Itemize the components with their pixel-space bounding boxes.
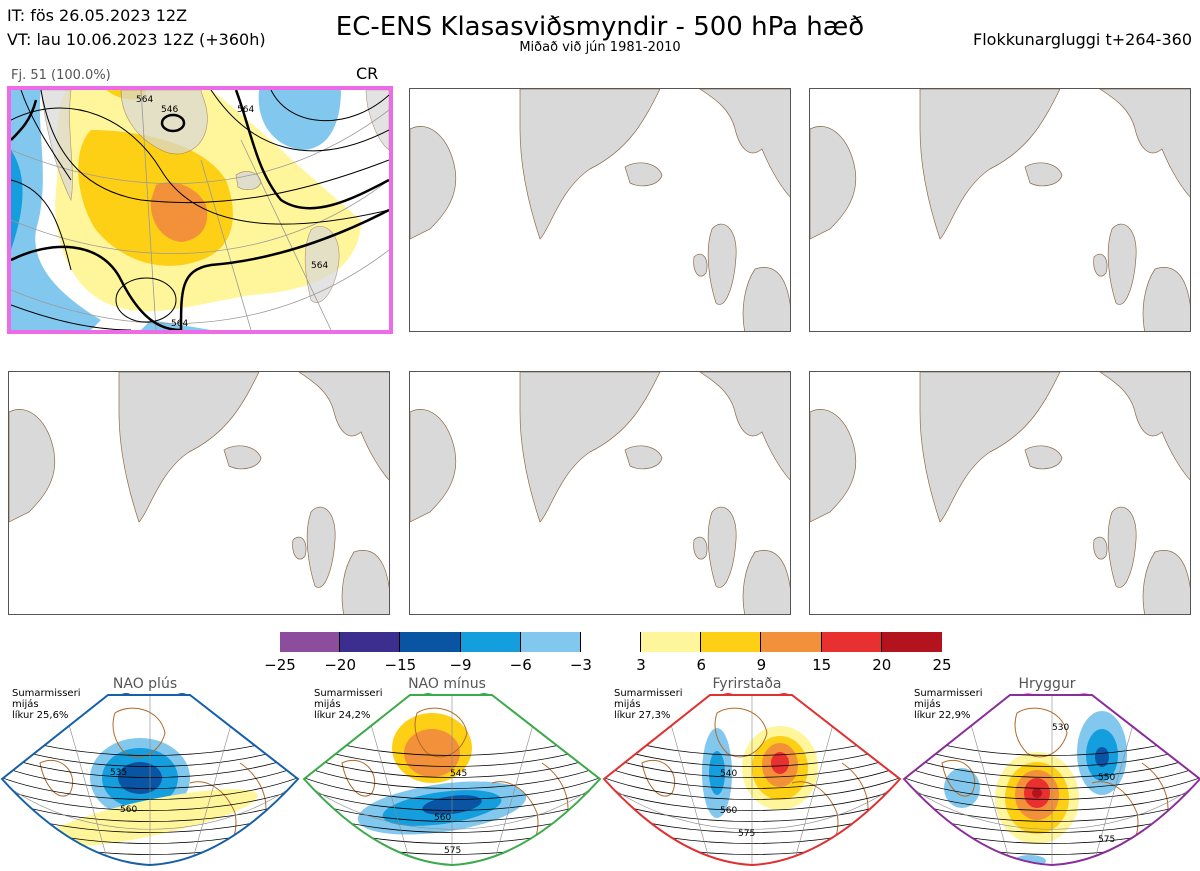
colorbar-tick-label: −15 [384, 656, 417, 674]
colorbar-tick-label: −3 [569, 656, 592, 674]
window-range: Flokkunargluggi t+264-360 [973, 30, 1192, 49]
cluster-map-6-graphic [810, 372, 1190, 614]
cluster-map-2-graphic [410, 89, 790, 331]
contour-label: 564 [237, 105, 254, 115]
contour-label: 546 [161, 105, 178, 115]
valid-time: VT: lau 10.06.2023 12Z (+360h) [7, 30, 266, 49]
regime-info: Sumarmisseri mijás líkur 22,9% [914, 688, 983, 721]
contour-label: 564 [171, 319, 188, 329]
contour-label: 575 [738, 829, 755, 839]
colorbar-tick-label: 6 [696, 656, 707, 674]
colorbar-cell [520, 632, 581, 652]
colorbar-tick-label: −20 [324, 656, 356, 674]
colorbar-cell [761, 632, 822, 652]
cluster-map-1[interactable]: 546 564 564 564 564 [7, 86, 393, 334]
contour-label: 564 [136, 95, 153, 105]
colorbar-cell [641, 632, 702, 652]
colorbar-cell [881, 632, 942, 652]
contour-label: 575 [1098, 835, 1115, 845]
page-subtitle: Miðað við jún 1981-2010 [519, 40, 681, 55]
colorbar-tick-label: −25 [264, 656, 296, 674]
regime-title: NAO plús [112, 676, 178, 692]
colorbar-cell [821, 632, 882, 652]
contour-label: 560 [720, 806, 737, 816]
regime-info: Sumarmisseri mijás líkur 24,2% [314, 688, 383, 721]
colorbar-cell [460, 632, 521, 652]
cluster-map-5[interactable] [409, 371, 791, 615]
cluster-map-1-graphic: 546 564 564 564 564 [11, 90, 389, 330]
cluster-map-3-graphic [810, 89, 1190, 331]
colorbar-cell [580, 632, 642, 652]
regime-info: Sumarmisseri mijás líkur 27,3% [614, 688, 683, 721]
colorbar-tick-label: 9 [756, 656, 767, 674]
regime-title: Fyrirstaða [712, 676, 782, 692]
colorbar-tick-label: 3 [636, 656, 646, 674]
colorbar-cell [340, 632, 401, 652]
contour-label: 564 [311, 261, 328, 271]
cluster-map-5-graphic [410, 372, 790, 614]
cluster-map-2[interactable] [409, 88, 791, 332]
regime-map[interactable]: 535 560 [0, 693, 300, 869]
colorbar-tick-label: −6 [509, 656, 532, 674]
cluster-map-3[interactable] [809, 88, 1191, 332]
colorbar-tick-label: 15 [812, 656, 832, 674]
regime-info: Sumarmisseri mijás líkur 25,6% [12, 688, 81, 721]
page-title: EC-ENS Klasasviðsmyndir - 500 hPa hæð [335, 12, 865, 42]
colorbar-tick-label: −9 [449, 656, 472, 674]
regime-map[interactable]: 540 560 575 [602, 693, 902, 869]
contour-label: 575 [444, 846, 461, 856]
cluster-map-4-graphic [9, 372, 389, 614]
colorbar-cell [280, 632, 341, 652]
colorbar-cell [701, 632, 762, 652]
contour-label: 550 [1098, 773, 1115, 783]
regime-title: Hryggur [1018, 676, 1076, 692]
contour-label: 560 [434, 813, 451, 823]
colorbar-tick-label: 20 [872, 656, 892, 674]
colorbar-tick-label: 25 [932, 656, 952, 674]
colorbar-cell [400, 632, 461, 652]
cluster-map-6[interactable] [809, 371, 1191, 615]
member-count-label: Fj. 51 (100.0%) [11, 68, 111, 83]
regime-map[interactable]: 530 550 575 [902, 693, 1200, 869]
cluster-map-4[interactable] [8, 371, 390, 615]
regime-map[interactable]: 545 560 575 [302, 693, 602, 869]
contour-label: 560 [120, 805, 137, 815]
regime-code: CR [356, 64, 379, 83]
contour-label: 540 [720, 769, 737, 779]
init-time: IT: fös 26.05.2023 12Z [7, 6, 188, 25]
contour-label: 535 [110, 768, 127, 778]
contour-label: 545 [450, 769, 467, 779]
contour-label: 530 [1052, 723, 1069, 733]
regime-title: NAO mínus [408, 676, 486, 692]
